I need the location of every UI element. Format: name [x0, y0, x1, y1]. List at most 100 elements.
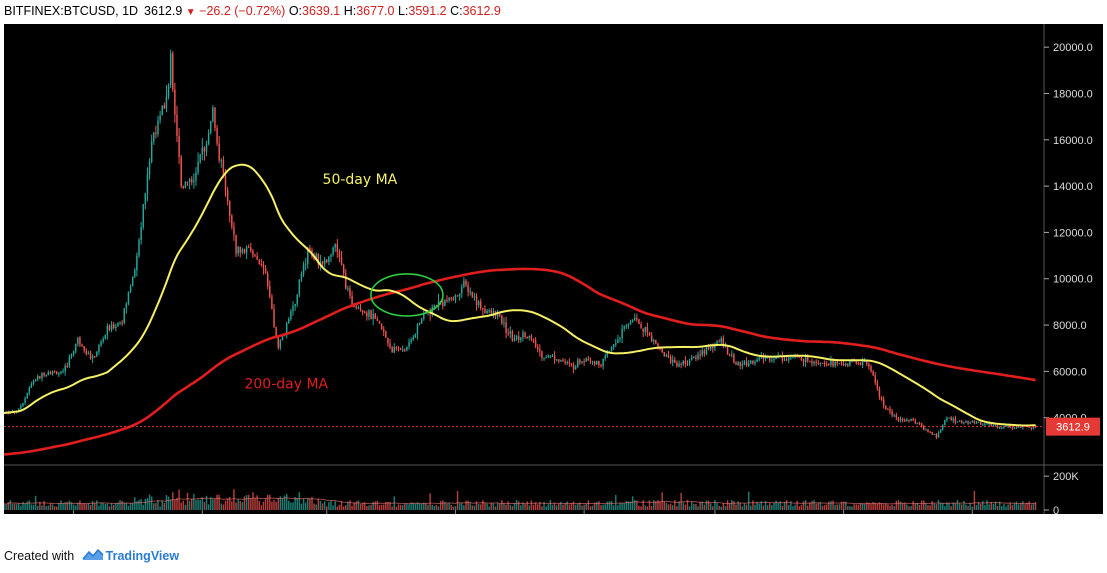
candle-body	[574, 366, 577, 369]
volume-bar	[973, 491, 976, 510]
chart-header: BITFINEX:BTCUSD, 1D 3612.9 ▼ −26.2 (−0.72…	[4, 2, 501, 20]
candle	[51, 370, 54, 376]
candle	[773, 357, 775, 364]
candle-body	[1020, 426, 1022, 428]
candle	[543, 357, 545, 361]
candle	[490, 307, 493, 315]
candle	[165, 85, 168, 113]
candle	[142, 203, 144, 230]
volume-bar	[634, 500, 636, 510]
candle	[596, 360, 598, 365]
volume-bar	[716, 502, 718, 510]
candle-body	[39, 376, 41, 379]
candle	[326, 259, 328, 264]
candle	[617, 334, 619, 344]
candle	[667, 350, 670, 359]
volume-tick-label: 200K	[1053, 471, 1079, 483]
candle	[899, 416, 902, 423]
volume-bar	[220, 503, 223, 510]
volume-bar	[380, 504, 383, 510]
volume-bar	[558, 503, 560, 510]
symbol-label[interactable]: BITFINEX:BTCUSD, 1D	[4, 4, 139, 18]
candle-body	[319, 261, 322, 265]
volume-bar	[819, 502, 822, 510]
volume-bar	[950, 506, 952, 510]
candle-body	[891, 411, 893, 416]
candle-body	[731, 354, 733, 356]
candle	[271, 293, 273, 310]
candle-body	[444, 299, 446, 306]
volume-bar	[77, 502, 79, 510]
volume-bar	[572, 501, 575, 510]
candle	[925, 428, 927, 431]
volume-bar	[996, 506, 999, 510]
chart-area[interactable]: 4000.06000.08000.010000.012000.014000.01…	[4, 24, 1103, 514]
candle-body	[657, 343, 659, 349]
volume-bar	[395, 506, 398, 510]
volume-bar	[89, 505, 92, 510]
candle	[361, 309, 364, 316]
tradingview-brand[interactable]: TradingView	[105, 549, 180, 563]
candle	[634, 313, 636, 321]
volume-bar	[967, 505, 969, 510]
tradingview-logo-icon[interactable]	[82, 547, 104, 567]
candle	[838, 362, 841, 365]
volume-bar	[878, 502, 881, 510]
candle	[532, 338, 535, 344]
candle	[237, 245, 239, 257]
candle-body	[524, 332, 526, 337]
candle-body	[119, 322, 121, 324]
last-price-tag-label: 3612.9	[1056, 422, 1090, 434]
candle-body	[676, 362, 678, 367]
candle	[874, 372, 876, 386]
candle-body	[463, 280, 465, 287]
volume-bar	[226, 498, 229, 510]
candle-body	[665, 355, 668, 357]
candle	[266, 271, 269, 290]
volume-bar	[581, 505, 583, 510]
volume-bar	[648, 500, 651, 510]
candle-body	[693, 357, 695, 359]
volume-bar	[644, 505, 647, 510]
volume-bar	[534, 502, 537, 510]
volume-bar	[446, 503, 448, 510]
candle	[81, 343, 83, 347]
ma200-line	[4, 267, 1036, 456]
volume-bar	[140, 499, 142, 510]
price-chart[interactable]: 4000.06000.08000.010000.012000.014000.01…	[4, 24, 1103, 514]
volume-bar	[239, 501, 242, 510]
candle	[401, 345, 404, 352]
volume-bar	[13, 503, 16, 510]
volume-bar	[621, 502, 623, 510]
candle-body	[323, 259, 326, 264]
candle-body	[840, 363, 843, 365]
candle	[64, 363, 66, 376]
candle	[197, 152, 199, 176]
volume-bar	[513, 503, 516, 510]
candle-body	[66, 365, 69, 367]
volume-bar	[745, 504, 748, 510]
volume-bar	[737, 501, 739, 510]
candle	[119, 321, 121, 325]
candle	[239, 246, 242, 258]
candle	[728, 353, 731, 357]
candle-body	[68, 356, 71, 367]
candle	[574, 365, 577, 371]
candle	[695, 354, 697, 362]
candle-body	[501, 315, 503, 324]
volume-bar	[918, 505, 921, 510]
volume-bar	[828, 501, 830, 510]
candle	[1013, 426, 1016, 430]
volume-bar	[794, 504, 796, 510]
volume-bar	[100, 502, 102, 510]
volume-bar	[825, 504, 828, 510]
volume-bar	[5, 504, 7, 510]
candle-body	[148, 161, 151, 175]
candle-body	[901, 419, 904, 421]
volume-bar	[260, 505, 263, 510]
candle	[288, 316, 290, 324]
volume-bar	[800, 504, 803, 510]
volume-bar	[420, 503, 423, 510]
volume-bar	[661, 492, 663, 510]
candle-body	[136, 255, 138, 270]
